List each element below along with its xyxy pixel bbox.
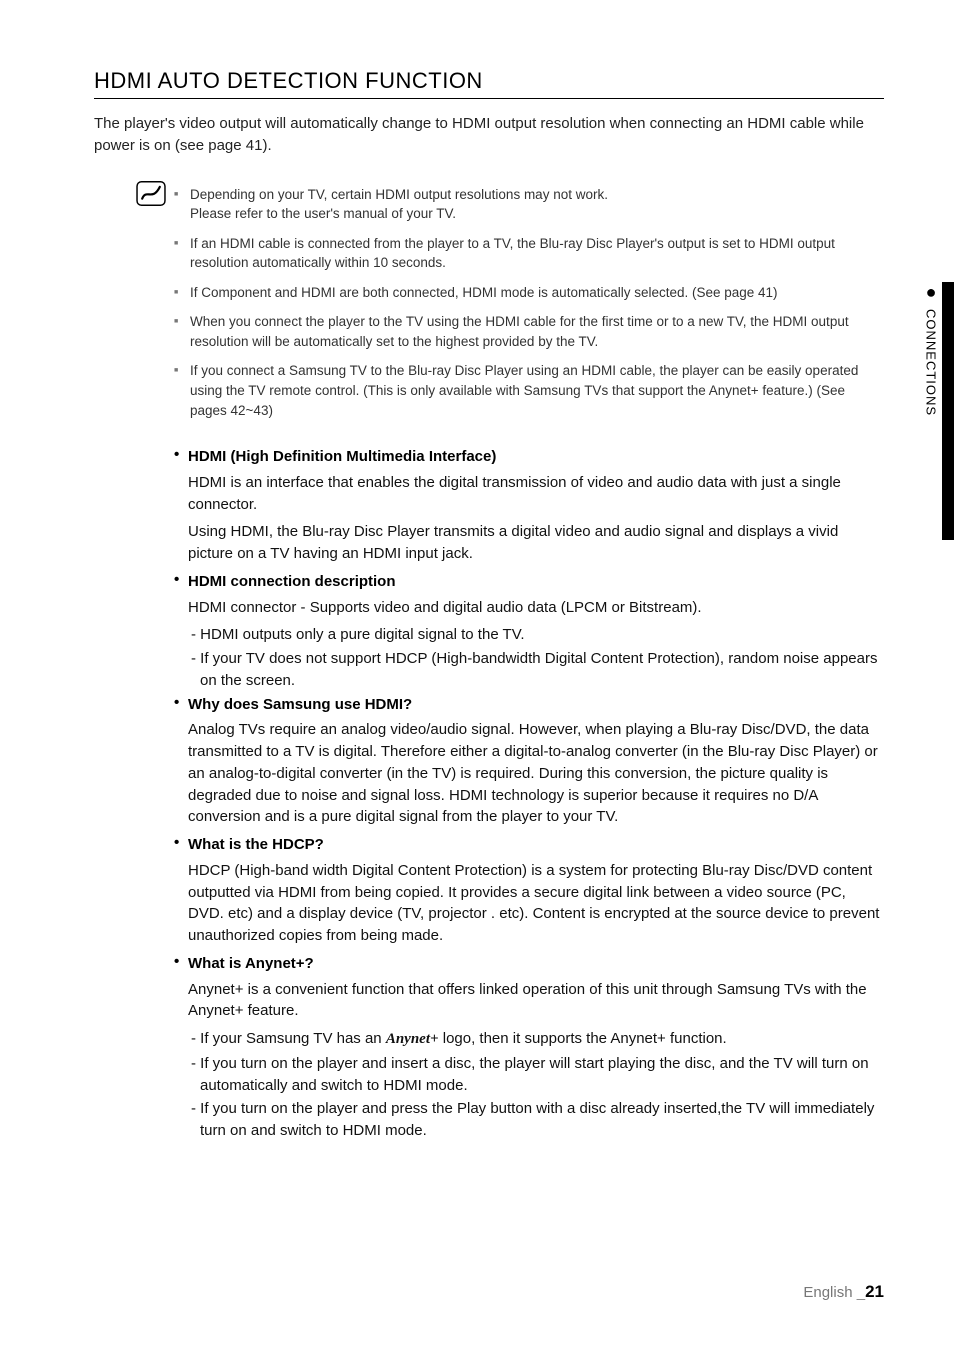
bullet-body: Analog TVs require an analog video/audio… xyxy=(174,719,884,828)
body-block: HDMI (High Definition Multimedia Interfa… xyxy=(174,446,884,1142)
dash-text: logo, then it supports the Anynet+ funct… xyxy=(439,1030,727,1047)
footer-page-number: 21 xyxy=(865,1282,884,1301)
page-footer: English _21 xyxy=(803,1282,884,1302)
note-text: If Component and HDMI are both connected… xyxy=(190,285,778,300)
note-text: Please refer to the user's manual of you… xyxy=(190,204,884,224)
bullet-dot-icon: ● xyxy=(922,282,940,303)
note-text: When you connect the player to the TV us… xyxy=(190,314,849,349)
bullet-title: HDMI connection description xyxy=(188,573,396,590)
note-item: If an HDMI cable is connected from the p… xyxy=(174,234,884,273)
note-item: Depending on your TV, certain HDMI outpu… xyxy=(174,185,884,224)
dash-item: - If you turn on the player and press th… xyxy=(188,1098,884,1142)
bullet-title: Why does Samsung use HDMI? xyxy=(188,696,412,713)
note-item: If you connect a Samsung TV to the Blu-r… xyxy=(174,361,884,420)
footer-language: English xyxy=(803,1284,852,1301)
note-text: Depending on your TV, certain HDMI outpu… xyxy=(190,187,608,202)
bullet-hdmi: HDMI (High Definition Multimedia Interfa… xyxy=(174,446,884,468)
bullet-hdmi-conn: HDMI connection description xyxy=(174,571,884,593)
dash-list: - HDMI outputs only a pure digital signa… xyxy=(174,624,884,691)
note-text: If an HDMI cable is connected from the p… xyxy=(190,236,835,271)
note-icon xyxy=(136,181,166,206)
dash-item: - If your TV does not support HDCP (High… xyxy=(188,648,884,692)
bullet-anynet: What is Anynet+? xyxy=(174,953,884,975)
bullet-body: Anynet+ is a convenient function that of… xyxy=(174,979,884,1023)
note-item: When you connect the player to the TV us… xyxy=(174,312,884,351)
dash-text: - If your Samsung TV has an xyxy=(191,1030,386,1047)
note-list: Depending on your TV, certain HDMI outpu… xyxy=(174,185,884,421)
bullet-hdcp: What is the HDCP? xyxy=(174,834,884,856)
note-item: If Component and HDMI are both connected… xyxy=(174,283,884,303)
bullet-body: HDMI is an interface that enables the di… xyxy=(174,472,884,516)
side-tab-strip xyxy=(942,282,954,540)
bullet-body: HDCP (High-band width Digital Content Pr… xyxy=(174,860,884,947)
bullet-title: What is Anynet+? xyxy=(188,955,314,972)
bullet-title: What is the HDCP? xyxy=(188,836,324,853)
anynet-logo: Anynet+ xyxy=(386,1031,439,1047)
bullet-body: HDMI connector - Supports video and digi… xyxy=(174,597,884,619)
manual-page: HDMI AUTO DETECTION FUNCTION The player'… xyxy=(0,0,954,1352)
dash-item: - HDMI outputs only a pure digital signa… xyxy=(188,624,884,646)
dash-item: - If you turn on the player and insert a… xyxy=(188,1053,884,1097)
intro-paragraph: The player's video output will automatic… xyxy=(94,113,884,157)
bullet-why-hdmi: Why does Samsung use HDMI? xyxy=(174,694,884,716)
side-tab-text: CONNECTIONS xyxy=(924,309,939,416)
bullet-body: Using HDMI, the Blu-ray Disc Player tran… xyxy=(174,521,884,565)
side-tab-label: ● CONNECTIONS xyxy=(922,282,940,540)
note-block: Depending on your TV, certain HDMI outpu… xyxy=(174,185,884,421)
dash-item: - If your Samsung TV has an Anynet+ logo… xyxy=(188,1028,884,1051)
bullet-title: HDMI (High Definition Multimedia Interfa… xyxy=(188,448,496,465)
footer-separator: _ xyxy=(857,1284,865,1301)
dash-list: - If your Samsung TV has an Anynet+ logo… xyxy=(174,1028,884,1142)
section-title: HDMI AUTO DETECTION FUNCTION xyxy=(94,68,884,99)
note-text: If you connect a Samsung TV to the Blu-r… xyxy=(190,363,858,417)
